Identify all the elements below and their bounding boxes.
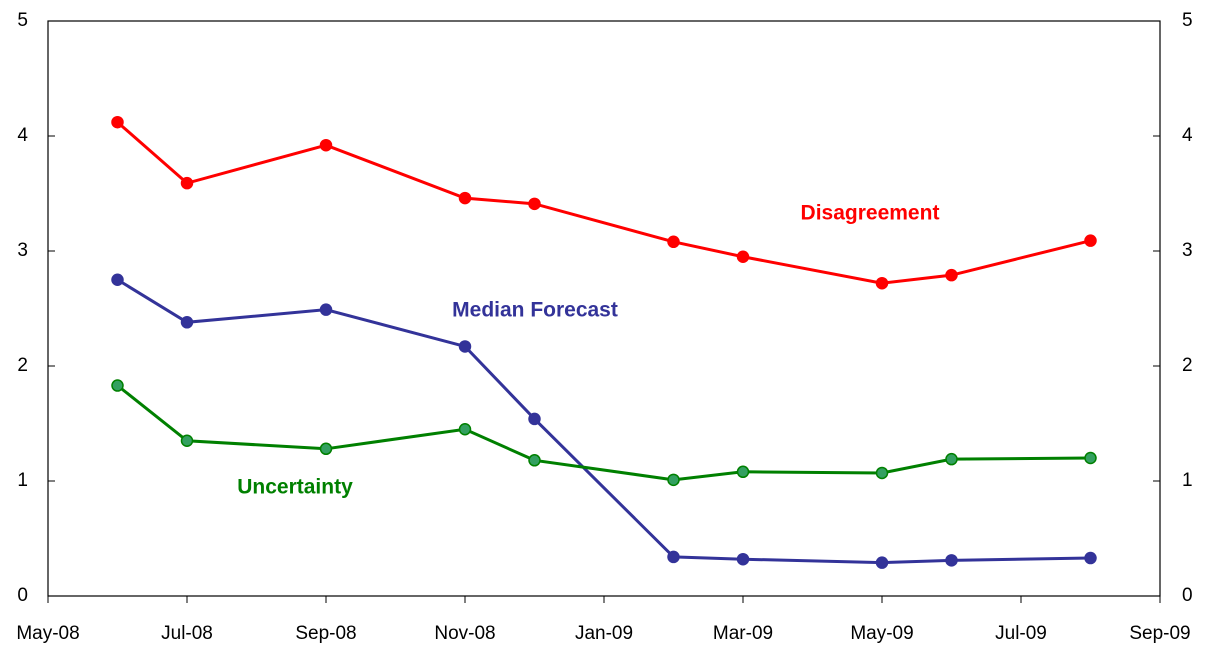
data-point [736,250,750,263]
data-point [736,465,750,479]
data-point [667,473,680,487]
data-point [319,442,333,456]
x-tick-label: Jan-09 [575,623,633,644]
data-point [528,197,541,211]
x-tick-label: Jul-09 [995,623,1047,644]
data-point [1084,451,1097,465]
series-line [116,278,1091,565]
data-point [528,412,541,426]
x-tick-label: May-08 [16,623,79,644]
data-point [319,303,333,316]
series-label: Uncertainty [237,476,353,499]
data-point [180,316,194,329]
data-point [111,379,124,392]
data-point [180,434,194,447]
y-tick-label: 4 [17,125,28,146]
y-tick-label: 2 [17,355,28,376]
data-point [111,273,124,286]
data-point [180,176,194,190]
y2-tick-label: 1 [1182,470,1193,491]
data-point [945,268,958,282]
series-label: Median Forecast [452,299,618,322]
data-point [875,276,889,290]
y2-tick-label: 4 [1182,125,1193,146]
series-line [116,121,1091,285]
data-point [945,452,958,466]
data-point [319,138,333,152]
x-tick-label: Jul-08 [161,623,213,644]
y-tick-label: 1 [17,470,28,491]
y2-tick-label: 2 [1182,355,1193,376]
y-tick-label: 5 [17,10,28,31]
data-point [667,235,680,249]
data-point [945,554,958,567]
x-tick-label: Nov-08 [434,623,495,644]
y-tick-label: 0 [17,585,28,606]
x-tick-label: May-09 [850,623,913,644]
data-point [875,466,889,480]
data-point [1084,234,1097,247]
data-point [458,340,472,353]
series-label: Disagreement [801,202,940,225]
data-point [458,191,472,205]
x-tick-label: Sep-08 [295,623,356,644]
y2-tick-label: 0 [1182,585,1193,606]
x-tick-label: Mar-09 [713,623,773,644]
data-point [1084,551,1097,565]
series-line [116,384,1091,482]
y-tick-label: 3 [17,240,28,261]
data-point [458,423,472,436]
data-point [875,556,889,569]
data-point [111,115,124,129]
data-point [667,550,680,564]
x-tick-label: Sep-09 [1129,623,1190,644]
data-point [736,552,750,566]
y2-tick-label: 5 [1182,10,1193,31]
y2-tick-label: 3 [1182,240,1193,261]
data-point [528,454,541,467]
